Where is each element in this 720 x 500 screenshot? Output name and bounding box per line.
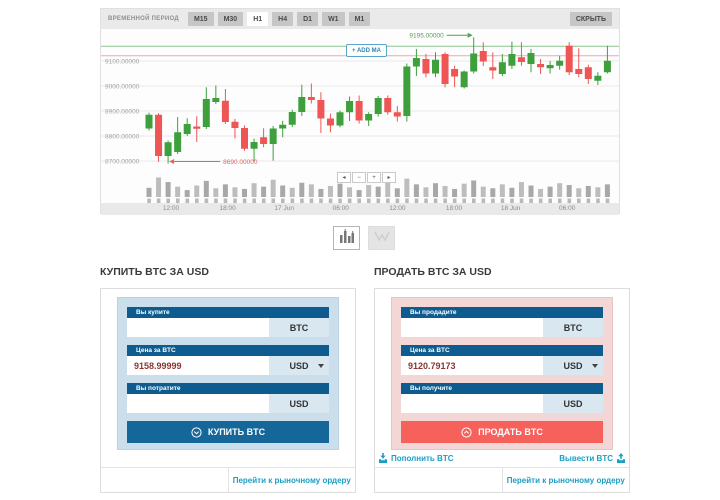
- sell-card-footer: Перейти к рыночному ордеру: [375, 467, 629, 492]
- chart-plot-area: 9100.00000 9000.00000 8900.00000 8800.00000…: [101, 29, 619, 203]
- period-button-m1[interactable]: M1: [348, 12, 371, 26]
- deposit-icon: [378, 453, 388, 463]
- buy-price-input[interactable]: [127, 356, 269, 375]
- chart-nav-buttons: ◂ − + ▸: [337, 172, 396, 183]
- sell-card: Вы продадите BTC Цена за BTC USD Вы полу…: [374, 288, 630, 493]
- chart-type-toggle: [333, 226, 395, 250]
- sell-total-label: Вы получите: [401, 383, 603, 394]
- svg-text:9000.00000: 9000.00000: [105, 83, 140, 90]
- x-axis-label: 12:00: [162, 205, 180, 212]
- period-button-d1[interactable]: D1: [297, 12, 319, 26]
- x-axis-label: 18:00: [219, 205, 236, 212]
- line-chart-icon: [373, 229, 390, 248]
- period-button-m15[interactable]: M15: [187, 12, 214, 26]
- time-period-label: ВРЕМЕННОЙ ПЕРИОД: [108, 16, 179, 22]
- buy-amount-unit: BTC: [269, 318, 329, 337]
- scroll-right-button[interactable]: ▸: [382, 172, 396, 183]
- sell-price-currency-select[interactable]: USD: [543, 356, 603, 375]
- chart-widget: ВРЕМЕННОЙ ПЕРИОД M15 M30 H1 H4 D1 W1 M1 …: [100, 8, 620, 215]
- buy-card-footer: Перейти к рыночному ордеру: [101, 467, 355, 492]
- svg-text:9195.00000: 9195.00000: [409, 33, 444, 40]
- svg-text:8800.00000: 8800.00000: [105, 133, 140, 140]
- buy-card: Вы купите BTC Цена за BTC USD Вы потрати…: [100, 288, 356, 493]
- period-button-m30[interactable]: M30: [217, 12, 244, 26]
- x-axis-label: 12:00: [389, 205, 406, 212]
- buy-total-label: Вы потратите: [127, 383, 329, 394]
- buy-total-field: Вы потратите USD: [127, 383, 329, 413]
- sell-price-label: Цена за BTC: [401, 345, 603, 356]
- buy-price-currency-select[interactable]: USD: [269, 356, 329, 375]
- add-ma-button[interactable]: + ADD MA: [346, 44, 387, 57]
- sell-section-title: ПРОДАТЬ BTC ЗА USD: [374, 266, 492, 278]
- sell-amount-label: Вы продадите: [401, 307, 603, 318]
- sell-market-order-link[interactable]: Перейти к рыночному ордеру: [506, 475, 625, 485]
- time-axis: 12:00 18:00 17 Jun 06:00 12:00 18:00 18 Jun 06:…: [101, 203, 619, 215]
- sell-amount-input[interactable]: [401, 318, 543, 337]
- x-axis-label: 06:00: [559, 205, 576, 212]
- withdraw-icon: [616, 453, 626, 463]
- deposit-link-label: Пополнить BTC: [391, 453, 454, 463]
- buy-section-title: КУПИТЬ BTC ЗА USD: [100, 266, 209, 278]
- buy-price-label: Цена за BTC: [127, 345, 329, 356]
- sell-form-panel: Вы продадите BTC Цена за BTC USD Вы полу…: [391, 297, 613, 450]
- line-chart-button[interactable]: [368, 226, 395, 250]
- withdraw-link-label: Вывести BTC: [559, 453, 613, 463]
- deposit-btc-link[interactable]: Пополнить BTC: [378, 453, 454, 463]
- period-button-h1[interactable]: H1: [247, 12, 269, 26]
- sell-button-label: ПРОДАТЬ BTC: [478, 427, 543, 437]
- scroll-left-button[interactable]: ◂: [337, 172, 351, 183]
- withdraw-btc-link[interactable]: Вывести BTC: [559, 453, 626, 463]
- svg-text:9100.00000: 9100.00000: [105, 58, 140, 65]
- buy-button-label: КУПИТЬ BTC: [207, 427, 266, 437]
- buy-total-input[interactable]: [127, 394, 269, 413]
- zoom-out-button[interactable]: −: [352, 172, 366, 183]
- sell-price-input[interactable]: [401, 356, 543, 375]
- x-axis-label: 06:00: [332, 205, 349, 212]
- buy-amount-input[interactable]: [127, 318, 269, 337]
- hide-chart-button[interactable]: СКРЫТЬ: [569, 12, 612, 26]
- buy-market-order-link[interactable]: Перейти к рыночному ордеру: [232, 475, 351, 485]
- candlestick-chart-button[interactable]: [333, 226, 360, 250]
- buy-button-icon: [191, 426, 202, 438]
- x-axis-label: 17 Jun: [274, 205, 294, 212]
- buy-form-panel: Вы купите BTC Цена за BTC USD Вы потрати…: [117, 297, 339, 450]
- candlestick-chart-icon: [339, 228, 355, 248]
- buy-amount-label: Вы купите: [127, 307, 329, 318]
- price-chart[interactable]: 9100.00000 9000.00000 8900.00000 8800.00000…: [101, 29, 619, 203]
- svg-text:8700.00000: 8700.00000: [105, 158, 140, 165]
- period-button-w1[interactable]: W1: [322, 12, 345, 26]
- sell-footer-empty-cell: [375, 468, 503, 492]
- svg-text:8690.00000: 8690.00000: [223, 159, 258, 166]
- buy-total-unit: USD: [269, 394, 329, 413]
- sell-total-input[interactable]: [401, 394, 543, 413]
- buy-price-field: Цена за BTC USD: [127, 345, 329, 375]
- buy-button[interactable]: КУПИТЬ BTC: [127, 421, 329, 443]
- buy-footer-empty-cell: [101, 468, 229, 492]
- sell-links-row: Пополнить BTC Вывести BTC: [378, 451, 626, 465]
- sell-price-field: Цена за BTC USD: [401, 345, 603, 375]
- sell-button-icon: [461, 426, 472, 438]
- sell-button[interactable]: ПРОДАТЬ BTC: [401, 421, 603, 443]
- x-axis-label: 18 Jun: [500, 205, 521, 212]
- sell-amount-field: Вы продадите BTC: [401, 307, 603, 337]
- sell-total-field: Вы получите USD: [401, 383, 603, 413]
- period-button-h4[interactable]: H4: [272, 12, 294, 26]
- buy-amount-field: Вы купите BTC: [127, 307, 329, 337]
- sell-amount-unit: BTC: [543, 318, 603, 337]
- sell-total-unit: USD: [543, 394, 603, 413]
- x-axis-label: 18:00: [445, 205, 463, 212]
- zoom-in-button[interactable]: +: [367, 172, 381, 183]
- svg-text:8900.00000: 8900.00000: [105, 108, 140, 115]
- chart-toolbar: ВРЕМЕННОЙ ПЕРИОД M15 M30 H1 H4 D1 W1 M1 …: [101, 9, 619, 29]
